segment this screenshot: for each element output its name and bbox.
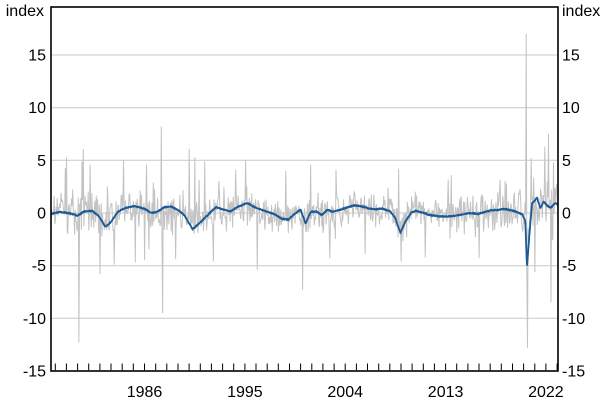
y-tick-label-left-10: 10 [28, 100, 46, 117]
y-tick-label-left--10: -10 [23, 311, 46, 328]
y-tick-label-left-15: 15 [28, 48, 46, 65]
x-tick-label-1995: 1995 [227, 384, 263, 401]
x-tick-label-2013: 2013 [428, 384, 464, 401]
y-tick-label-left-0: 0 [37, 206, 46, 223]
x-tick-label-2022: 2022 [528, 384, 564, 401]
y-tick-label-right--10: -10 [562, 311, 585, 328]
x-tick-label-1986: 1986 [127, 384, 163, 401]
y-tick-label-left--5: -5 [32, 258, 46, 275]
gridlines [52, 54, 557, 319]
y-tick-label-right-5: 5 [562, 153, 571, 170]
y-tick-label-left-5: 5 [37, 153, 46, 170]
y-axis-unit-label-right: index [562, 3, 601, 20]
smooth-series-path [51, 196, 558, 266]
y-tick-label-right-15: 15 [562, 48, 580, 65]
y-tick-label-left--15: -15 [23, 364, 46, 381]
y-axis-unit-label-left: index [5, 3, 44, 20]
x-axis-ticks [54, 363, 558, 371]
x-tick-label-2004: 2004 [327, 384, 363, 401]
y-tick-label-right-10: 10 [562, 100, 580, 117]
noisy-series-path [51, 33, 558, 348]
y-tick-label-right-0: 0 [562, 206, 571, 223]
y-tick-label-right--15: -15 [562, 364, 585, 381]
y-tick-label-right--5: -5 [562, 258, 576, 275]
plot-frame [50, 6, 559, 372]
